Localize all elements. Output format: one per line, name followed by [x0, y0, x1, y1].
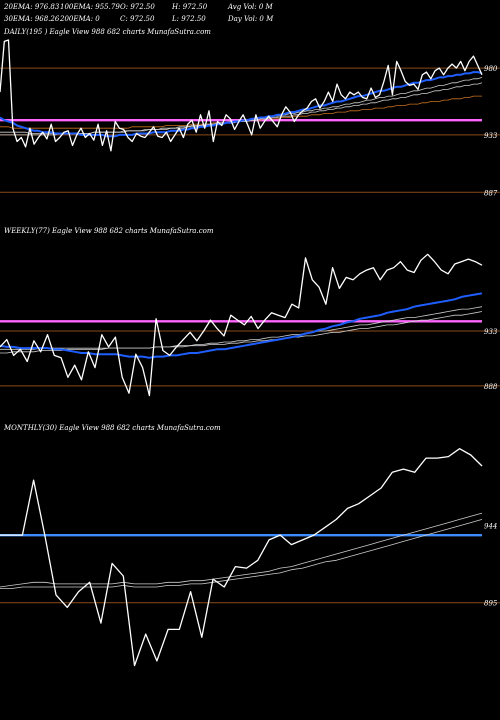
series-ema_slow-line: [0, 306, 483, 354]
header-row1-4: Avg Vol: 0 M: [227, 3, 274, 11]
indicator-header: 20EMA: 976.83 100EMA: 955.79 O: 972.50 H: 9…: [3, 3, 274, 23]
panel-title: MONTHLY(30) Eagle View 988 682 charts Mu…: [3, 424, 221, 432]
daily-panel: 980 933 887 DAILY(195 ) Eagle View 988 682 …: [0, 28, 500, 197]
y-tick-label: 887: [484, 189, 498, 197]
series-price-line: [0, 253, 483, 397]
series-price-line: [0, 39, 483, 152]
header-row2-4: Day Vol: 0 M: [227, 15, 274, 23]
header-row1-0: 20EMA: 976.83: [3, 3, 60, 11]
y-tick-label: 980: [484, 65, 498, 73]
panel-title: DAILY(195 ) Eagle View 988 682 charts Mu…: [3, 28, 211, 36]
header-row2-3: L: 972.50: [171, 15, 206, 23]
series-ema_orange-line: [0, 95, 482, 129]
series-ema_slow2-line: [0, 311, 483, 350]
y-tick-label: 944: [484, 523, 497, 531]
series-ema_fast-line: [0, 71, 483, 138]
series-ema_slow2-line: [0, 519, 483, 589]
series-ema_slow-line: [0, 77, 483, 136]
series-ema_slow2-line: [0, 82, 483, 134]
header-row1-3: H: 972.50: [171, 3, 208, 11]
header-row2-1: 200EMA: 0: [59, 15, 100, 23]
series-ema_fast-line: [0, 292, 483, 359]
weekly-panel: 933 888 WEEKLY(77) Eagle View 988 682 char…: [0, 227, 500, 397]
header-row1-2: O: 972.50: [120, 3, 155, 11]
panel-title: WEEKLY(77) Eagle View 988 682 charts Mun…: [4, 227, 214, 235]
y-tick-label: 933: [484, 132, 498, 140]
header-row2-2: C: 972.50: [120, 15, 155, 23]
series-price-line: [0, 448, 483, 667]
y-tick-label: 888: [484, 383, 498, 391]
series-ema_slow-line: [0, 512, 483, 588]
y-tick-label: 895: [484, 600, 498, 608]
header-row2-0: 30EMA: 968.26: [4, 15, 60, 23]
header-row1-1: 100EMA: 955.79: [60, 3, 120, 11]
y-tick-label: 933: [484, 328, 498, 336]
monthly-panel: 944 895 MONTHLY(30) Eagle View 988 682 cha…: [0, 424, 500, 667]
